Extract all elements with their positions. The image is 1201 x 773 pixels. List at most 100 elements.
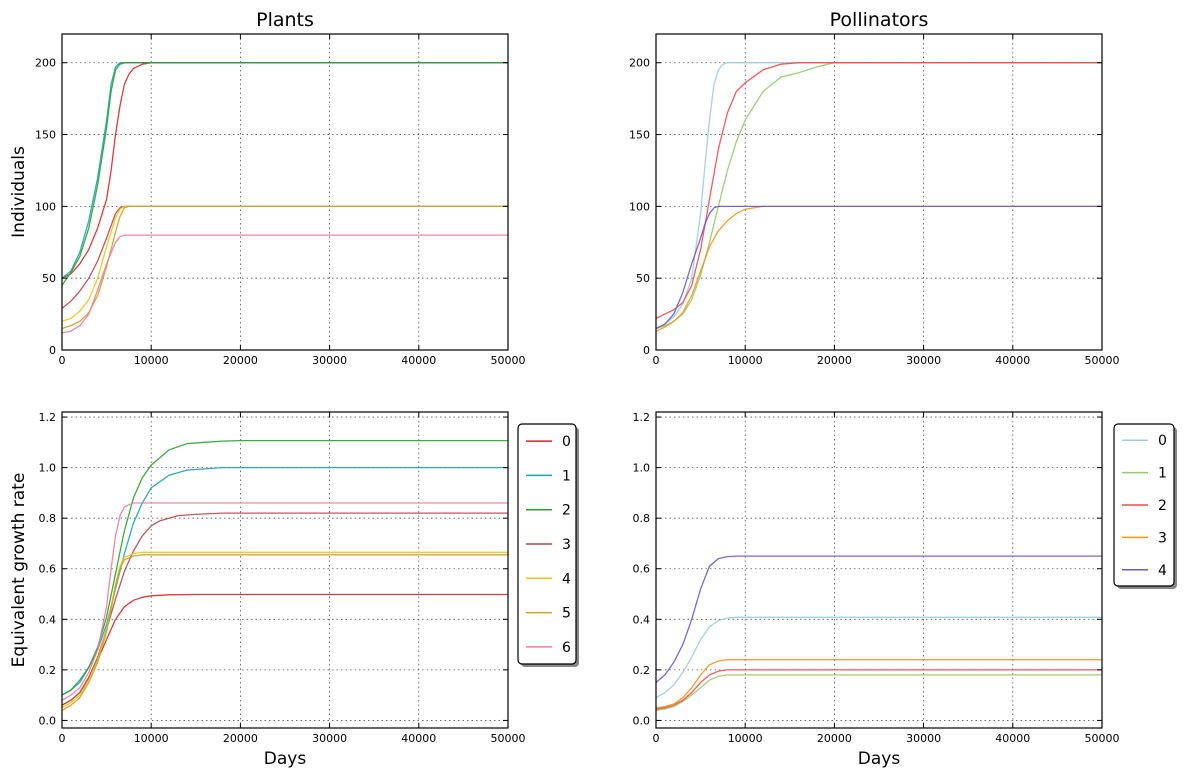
y-tick-label: 0.0: [633, 714, 651, 727]
x-tick-label: 0: [653, 354, 660, 367]
legend: 0 1 2 3 4: [1113, 423, 1177, 589]
series-line-2: [62, 439, 508, 696]
x-tick-label: 0: [59, 354, 66, 367]
chart-panel-0: 0 10000 20000 30000 40000 50000 0 50 100 150 200 Pl…: [9, 9, 526, 367]
series-line-5: [62, 205, 508, 330]
chart-title: Plants: [256, 9, 314, 31]
y-tick-label: 200: [35, 57, 56, 70]
series-line-4: [62, 205, 508, 322]
x-tick-label: 20000: [817, 354, 852, 367]
series-line-1: [62, 466, 508, 696]
series-line-4: [656, 555, 1102, 683]
y-tick-label: 0.0: [39, 714, 57, 727]
legend-label-2: 2: [562, 503, 571, 519]
series-line-3: [656, 205, 1102, 332]
x-tick-label: 50000: [1085, 732, 1120, 745]
x-tick-label: 50000: [491, 732, 526, 745]
x-tick-label: 0: [653, 732, 660, 745]
y-tick-label: 0.4: [633, 613, 651, 626]
plot-frame: [655, 411, 1103, 729]
y-tick-label: 0.8: [633, 512, 651, 525]
series-line-3: [62, 512, 508, 706]
series-line-2: [656, 62, 1102, 319]
y-tick-label: 1.2: [633, 411, 651, 424]
y-tick-label: 150: [35, 129, 56, 142]
legend-label-3: 3: [562, 537, 571, 553]
series-line-0: [62, 593, 508, 706]
x-tick-label: 10000: [728, 732, 763, 745]
y-tick-label: 0.2: [39, 664, 57, 677]
y-tick-label: 1.0: [39, 462, 57, 475]
legend-label-0: 0: [562, 434, 571, 450]
x-tick-label: 20000: [223, 732, 258, 745]
series-line-1: [656, 62, 1102, 330]
chart-title: Pollinators: [830, 9, 929, 31]
x-tick-label: 10000: [134, 354, 169, 367]
y-tick-label: 0.6: [633, 563, 651, 576]
x-tick-label: 10000: [134, 732, 169, 745]
series-line-4: [656, 205, 1102, 330]
legend-label-3: 3: [1158, 530, 1167, 546]
y-tick-label: 0.2: [633, 664, 651, 677]
x-tick-label: 30000: [906, 732, 941, 745]
legend-label-1: 1: [562, 468, 571, 484]
x-axis-label: Days: [858, 749, 901, 769]
x-tick-label: 50000: [491, 354, 526, 367]
series-line-3: [62, 205, 508, 309]
series-line-5: [62, 554, 508, 711]
series-group: [656, 555, 1102, 711]
y-tick-label: 100: [35, 200, 56, 213]
series-line-4: [62, 551, 508, 709]
y-axis-label: Equivalent growth rate: [9, 473, 29, 668]
x-tick-label: 0: [59, 732, 66, 745]
y-tick-label: 50: [636, 272, 650, 285]
series-line-6: [62, 234, 508, 334]
y-tick-label: 150: [629, 129, 650, 142]
x-tick-label: 20000: [817, 732, 852, 745]
series-line-0: [62, 62, 508, 279]
legend-label-2: 2: [1158, 498, 1167, 514]
legend-label-4: 4: [562, 571, 571, 587]
y-tick-label: 0.8: [39, 512, 57, 525]
y-tick-label: 1.2: [39, 411, 57, 424]
series-line-1: [62, 62, 508, 279]
series-line-0: [656, 62, 1102, 330]
x-tick-label: 30000: [312, 732, 347, 745]
chart-panel-1: 0 10000 20000 30000 40000 50000 0 50 100 150 200 Po…: [629, 9, 1120, 367]
x-tick-label: 30000: [312, 354, 347, 367]
x-tick-label: 40000: [995, 732, 1030, 745]
series-line-3: [656, 659, 1102, 709]
series-line-1: [656, 674, 1102, 711]
series-line-6: [62, 502, 508, 701]
plot-frame: [655, 33, 1103, 351]
legend: 0 1 2 3 4 5 6: [517, 423, 579, 667]
chart-panel-2: 0 10000 20000 30000 40000 50000 0.0 0.2 0.4 0.6 0.…: [9, 411, 579, 769]
x-tick-label: 30000: [906, 354, 941, 367]
series-group: [656, 62, 1102, 332]
series-line-2: [656, 669, 1102, 710]
y-tick-label: 0: [49, 344, 56, 357]
x-tick-label: 20000: [223, 354, 258, 367]
series-line-0: [656, 616, 1102, 699]
series-group: [62, 62, 508, 334]
y-tick-label: 50: [42, 272, 56, 285]
chart-panel-3: 0 10000 20000 30000 40000 50000 0.0 0.2 0.4 0.6 0.…: [633, 411, 1177, 769]
x-tick-label: 10000: [728, 354, 763, 367]
y-axis-label: Individuals: [9, 146, 29, 238]
x-tick-label: 50000: [1085, 354, 1120, 367]
y-tick-label: 200: [629, 57, 650, 70]
legend-label-6: 6: [562, 640, 571, 656]
plot-frame: [61, 33, 509, 351]
y-tick-label: 100: [629, 200, 650, 213]
x-tick-label: 40000: [995, 354, 1030, 367]
x-tick-label: 40000: [401, 354, 436, 367]
series-line-2: [62, 62, 508, 286]
x-tick-label: 40000: [401, 732, 436, 745]
y-tick-label: 0.6: [39, 563, 57, 576]
y-tick-label: 0.4: [39, 613, 57, 626]
legend-label-4: 4: [1158, 563, 1167, 579]
legend-label-5: 5: [562, 606, 571, 622]
plot-frame: [61, 411, 509, 729]
series-group: [62, 439, 508, 711]
